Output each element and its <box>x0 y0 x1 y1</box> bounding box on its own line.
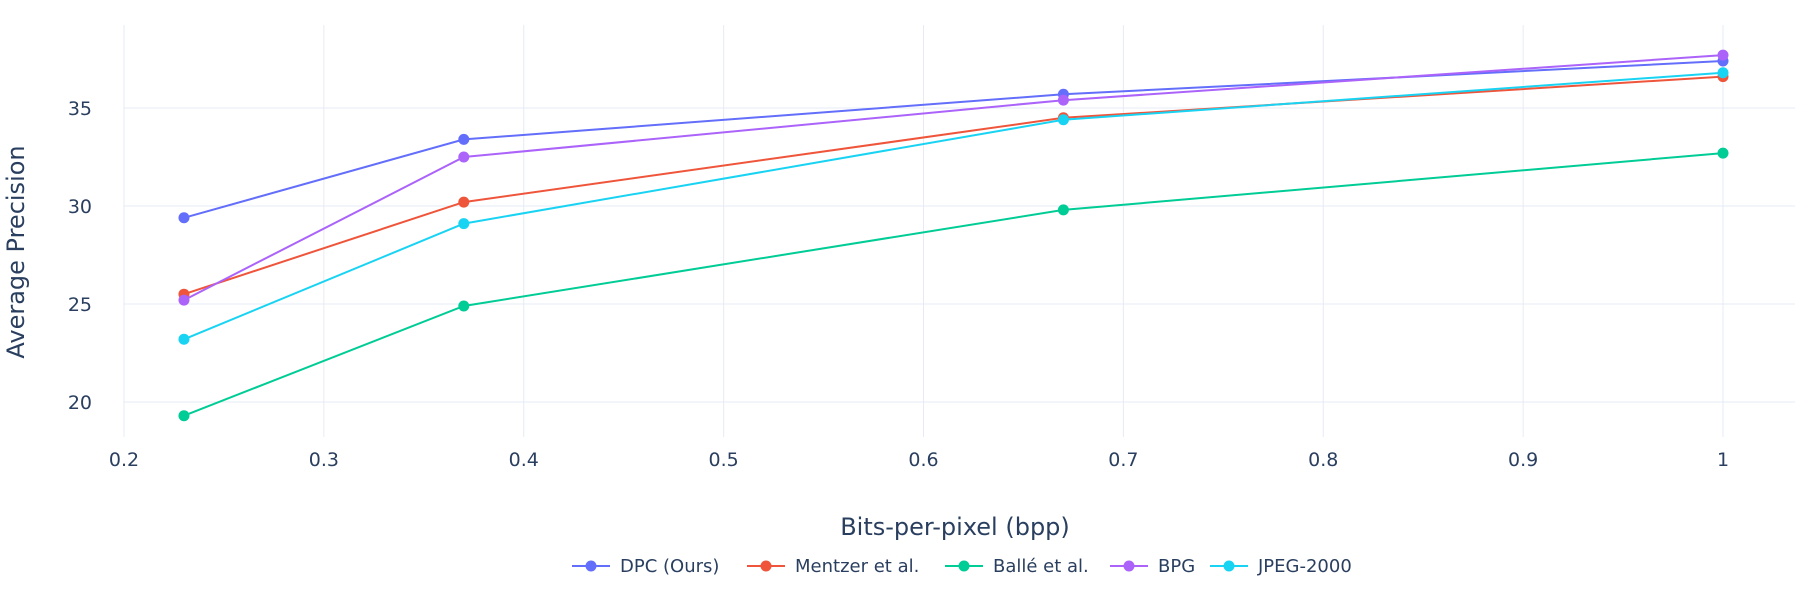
series-line-jpeg-2000 <box>183 71 1724 341</box>
series-line-bpg <box>183 54 1724 301</box>
data-point-dpc-ours <box>458 133 470 145</box>
data-point-jpeg-2000 <box>458 218 470 230</box>
x-axis-title: Bits-per-pixel (bpp) <box>840 513 1070 541</box>
x-axis-ticks: 0.2 0.3 0.4 0.5 0.6 0.7 0.8 0.9 1 <box>109 449 1729 471</box>
x-tick-label: 0.3 <box>309 449 339 471</box>
legend-marker-icon <box>1223 560 1235 572</box>
y-tick-label: 20 <box>68 392 92 414</box>
series-bpg <box>178 49 1729 306</box>
legend-item-dpc-ours[interactable]: DPC (Ours) <box>572 556 719 577</box>
data-point-bpg <box>1717 49 1729 61</box>
series-mentzer-et-al <box>178 71 1729 300</box>
x-tick-label: 0.8 <box>1308 449 1338 471</box>
grid <box>123 25 1795 437</box>
data-point-jpeg-2000 <box>178 333 190 345</box>
y-tick-label: 35 <box>68 98 92 120</box>
data-point-bpg <box>1057 94 1069 106</box>
legend-label: BPG <box>1158 556 1195 577</box>
legend-marker-icon <box>958 560 970 572</box>
series-jpeg-2000 <box>178 67 1729 345</box>
series-line-mentzer-et-al <box>183 75 1724 296</box>
data-point-bpg <box>458 151 470 163</box>
x-tick-label: 0.7 <box>1108 449 1138 471</box>
x-tick-label: 0.9 <box>1508 449 1538 471</box>
data-point-bpg <box>178 294 190 306</box>
series-line-ball-et-al <box>183 152 1724 417</box>
data-point-ball-et-al <box>178 410 190 422</box>
data-point-ball-et-al <box>1717 147 1729 159</box>
legend-item-jpeg-2000[interactable]: JPEG-2000 <box>1210 556 1352 577</box>
legend-label: Mentzer et al. <box>795 556 919 577</box>
x-tick-label: 0.6 <box>908 449 938 471</box>
data-point-jpeg-2000 <box>1717 67 1729 79</box>
series-ball-et-al <box>178 147 1729 422</box>
legend-marker-icon <box>1123 560 1135 572</box>
y-tick-label: 30 <box>68 196 92 218</box>
legend-label: JPEG-2000 <box>1257 556 1352 577</box>
x-tick-label: 0.5 <box>709 449 739 471</box>
y-axis-title: Average Precision <box>2 145 30 358</box>
series-lines <box>178 49 1729 422</box>
legend-label: Ballé et al. <box>993 556 1089 577</box>
legend-label: DPC (Ours) <box>620 556 719 577</box>
x-tick-label: 0.2 <box>109 449 139 471</box>
legend-item-mentzer-et-al[interactable]: Mentzer et al. <box>747 556 919 577</box>
legend-item-ball-et-al[interactable]: Ballé et al. <box>945 556 1089 577</box>
legend-marker-icon <box>760 560 772 572</box>
x-tick-label: 1 <box>1717 449 1729 471</box>
data-point-mentzer-et-al <box>458 196 470 208</box>
data-point-jpeg-2000 <box>1057 114 1069 126</box>
x-tick-label: 0.4 <box>509 449 539 471</box>
legend-item-bpg[interactable]: BPG <box>1110 556 1195 577</box>
y-axis-ticks: 20 25 30 35 <box>68 98 92 414</box>
legend-marker-icon <box>585 560 597 572</box>
data-point-ball-et-al <box>458 300 470 312</box>
legend: DPC (Ours) Mentzer et al. Ballé et al. BPG J… <box>572 556 1352 577</box>
data-point-dpc-ours <box>178 212 190 224</box>
data-point-ball-et-al <box>1057 204 1069 216</box>
y-tick-label: 25 <box>68 294 92 316</box>
